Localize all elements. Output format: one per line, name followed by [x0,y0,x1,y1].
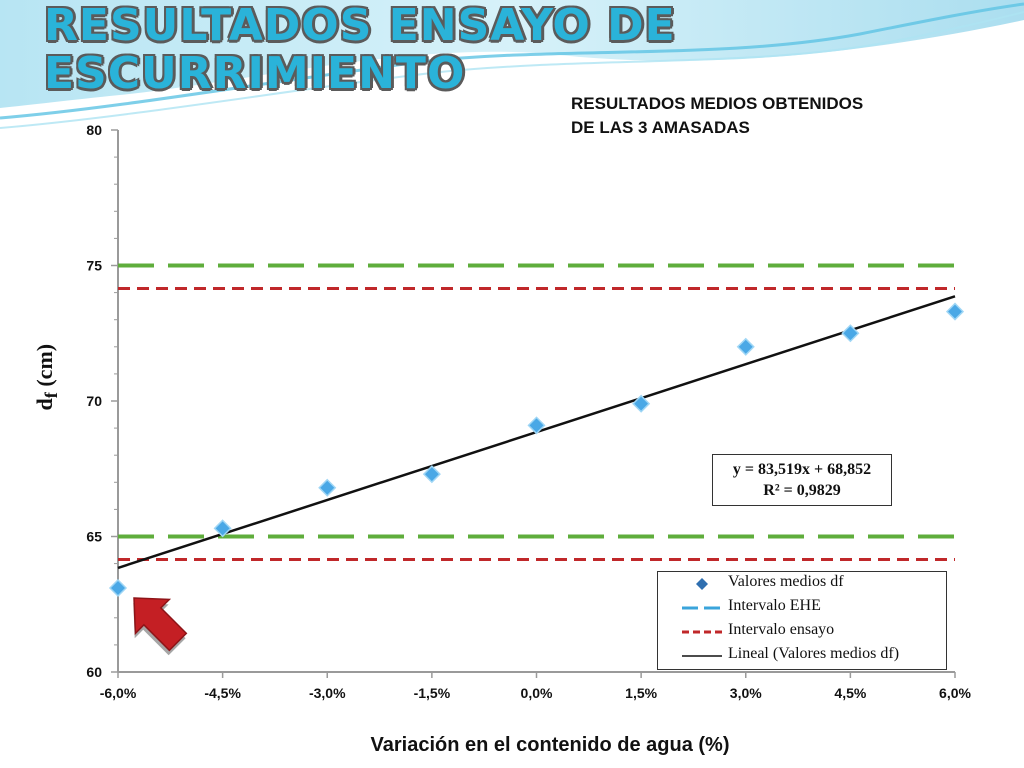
data-point [318,478,337,497]
x-tick-label: -1,5% [414,685,451,701]
data-point [945,302,965,321]
y-axis-label-subscript: f [41,392,62,399]
y-tick-label: 60 [86,664,102,680]
x-tick-label: -3,0% [309,685,346,701]
x-tick-label: 3,0% [730,685,762,701]
header-wave-background [0,0,1024,129]
long-dash-line-icon [682,606,722,610]
chart-subtitle: RESULTADOS MEDIOS OBTENIDOS DE LAS 3 AMA… [571,94,864,137]
y-axis-label-main: d [31,398,57,411]
data-point [108,578,128,598]
annotation-arrow [133,597,188,656]
legend-label: Intervalo ensayo [728,621,835,638]
data-point [422,465,441,484]
diamond-marker-icon [696,578,708,590]
x-axis-label: Variación en el contenido de agua (%) [370,734,730,756]
data-point [632,394,651,413]
y-tick-label: 65 [86,529,102,545]
x-tick-label: -6,0% [100,685,137,701]
legend-label: Valores medios df [728,573,844,590]
legend-item-trendline: Lineal (Valores medios df) [658,644,946,668]
x-tick-label: 4,5% [834,685,866,701]
y-tick-label: 70 [86,393,102,409]
y-axis-label: df (cm) [32,332,62,422]
chart-legend: Valores medios df Intervalo EHE Interval… [657,571,947,670]
x-tick-label: 0,0% [521,685,553,701]
y-tick-label: 80 [86,122,102,138]
y-axis-label-unit: (cm) [31,343,57,393]
legend-label: Lineal (Valores medios df) [728,645,900,662]
trendline-r2: R² = 0,9829 [763,482,841,499]
y-tick-label: 75 [86,258,102,274]
data-point [213,519,232,538]
x-tick-label: -4,5% [204,685,241,701]
solid-line-icon [682,655,722,657]
legend-item-ehe: Intervalo EHE [658,596,946,620]
legend-item-points: Valores medios df [658,572,946,596]
data-point [736,337,755,356]
short-dash-line-icon [682,630,722,634]
x-tick-label: 6,0% [939,685,971,701]
x-tick-label: 1,5% [625,685,657,701]
page-title: RESULTADOS ENSAYO DE ESCURRIMIENTO [44,0,676,99]
trendline-equation: y = 83,519x + 68,852 [732,461,872,478]
legend-item-test: Intervalo ensayo [658,620,946,644]
data-point [841,324,860,343]
legend-label: Intervalo EHE [728,597,821,614]
trendline-equation-box: y = 83,519x + 68,852 R² = 0,9829 [712,454,892,506]
arrow-shape [133,597,188,652]
data-point [527,416,546,435]
